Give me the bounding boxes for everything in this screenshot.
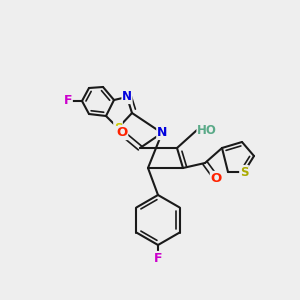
Text: O: O <box>116 127 128 140</box>
Text: S: S <box>240 166 248 178</box>
Text: S: S <box>114 122 122 134</box>
Text: N: N <box>122 91 132 103</box>
Text: F: F <box>64 94 72 107</box>
Text: F: F <box>154 251 162 265</box>
Text: N: N <box>157 127 167 140</box>
Text: HO: HO <box>197 124 217 136</box>
Text: O: O <box>210 172 222 184</box>
